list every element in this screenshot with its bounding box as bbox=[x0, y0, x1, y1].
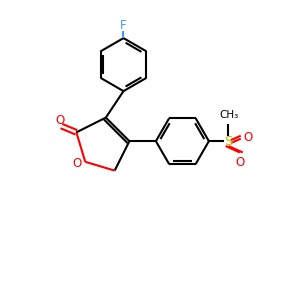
Text: O: O bbox=[55, 114, 64, 127]
Text: O: O bbox=[236, 156, 245, 169]
Text: O: O bbox=[243, 131, 252, 144]
Text: F: F bbox=[120, 19, 127, 32]
Text: O: O bbox=[72, 157, 82, 170]
Text: CH₃: CH₃ bbox=[220, 110, 239, 120]
Text: S: S bbox=[224, 135, 232, 148]
